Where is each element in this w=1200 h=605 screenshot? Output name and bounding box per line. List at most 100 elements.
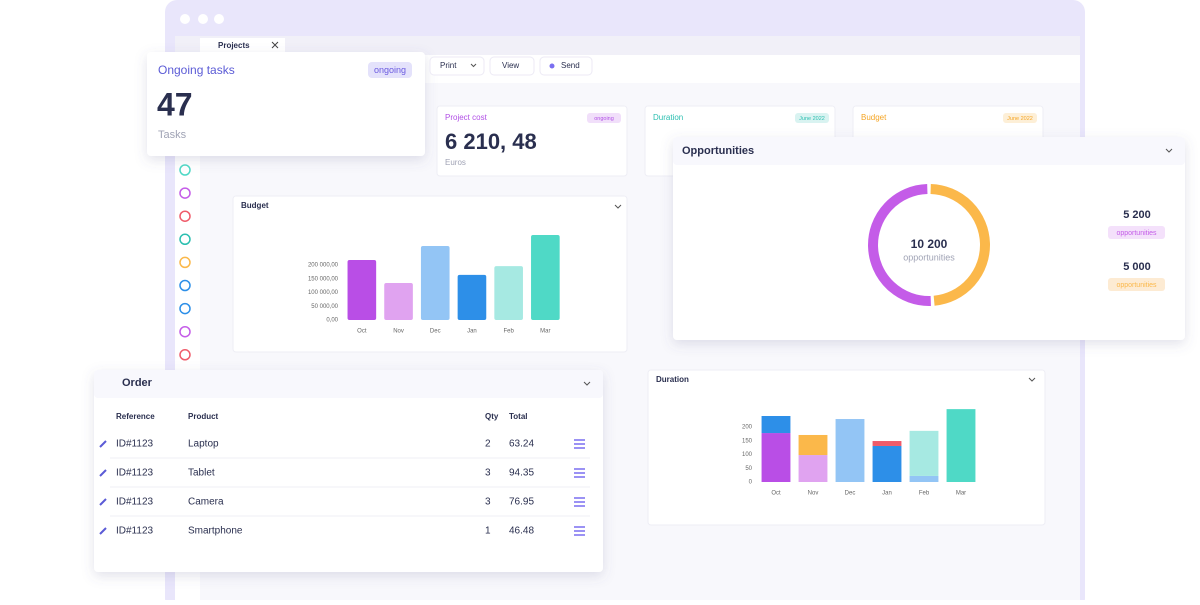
task-count: 47 xyxy=(157,86,193,122)
x-tick-label: Jan xyxy=(882,491,892,497)
chevron[interactable] xyxy=(614,204,622,209)
bar-segment xyxy=(946,409,976,482)
badge xyxy=(1108,278,1165,291)
badge xyxy=(1108,226,1165,239)
donut-segment xyxy=(868,184,931,306)
y-tick-label: 100 000,00 xyxy=(308,290,339,296)
edit-icon[interactable] xyxy=(99,527,107,535)
bar xyxy=(347,260,377,320)
edit-icon[interactable] xyxy=(99,440,107,448)
badge xyxy=(587,113,621,123)
badge xyxy=(795,113,829,123)
tab-close[interactable] xyxy=(271,41,279,49)
cell: 46.48 xyxy=(509,526,534,537)
edit-icon[interactable] xyxy=(99,498,107,506)
value-label: 5 200 xyxy=(1123,209,1151,221)
cell: 1 xyxy=(485,526,491,537)
edit-icon[interactable] xyxy=(99,469,107,477)
y-tick-label: 100 xyxy=(742,452,753,458)
toolbar-label[interactable]: Send xyxy=(561,61,580,70)
badge-text: June 2022 xyxy=(1007,116,1033,122)
x-tick-label: Oct xyxy=(771,491,781,497)
x-tick-label: Oct xyxy=(357,329,367,335)
kpi-title: Project cost xyxy=(445,113,488,122)
donut-caption: opportunities xyxy=(903,252,955,262)
cell: ID#1123 xyxy=(116,526,154,537)
window-dot xyxy=(180,14,190,24)
chevron[interactable] xyxy=(1165,148,1173,153)
badge-text: ongoing xyxy=(594,116,614,122)
menu-icon[interactable] xyxy=(574,526,585,536)
bar-segment xyxy=(761,416,791,434)
tab[interactable] xyxy=(200,38,285,55)
send-icon xyxy=(549,63,555,69)
sidebar-icon[interactable] xyxy=(179,187,191,199)
badge-text: June 2022 xyxy=(799,116,825,122)
menu-icon[interactable] xyxy=(574,468,585,478)
x-tick-label: Feb xyxy=(919,491,930,497)
cell: ID#1123 xyxy=(116,497,154,508)
bar-segment xyxy=(798,455,828,482)
y-tick-label: 150 000,00 xyxy=(308,276,339,282)
chevron[interactable] xyxy=(1028,377,1036,382)
card-title: Opportunities xyxy=(682,145,754,157)
sidebar-icon[interactable] xyxy=(179,279,191,292)
kpi-title: Budget xyxy=(861,113,887,122)
bar-segment xyxy=(835,419,865,482)
tab-title[interactable]: Projects xyxy=(218,41,250,50)
menu-icon[interactable] xyxy=(574,439,585,449)
bar-segment xyxy=(909,430,939,476)
bar-segment xyxy=(798,434,828,456)
menu-icon[interactable] xyxy=(574,497,585,507)
toolbar-button[interactable] xyxy=(429,56,485,76)
sidebar-icon[interactable] xyxy=(179,302,191,315)
sidebar-icon[interactable] xyxy=(179,164,191,176)
bar-segment xyxy=(872,441,902,446)
bar-segment xyxy=(909,475,939,482)
column-header: Product xyxy=(188,412,219,421)
cell: 2 xyxy=(485,439,491,450)
dropdown-icon[interactable] xyxy=(470,63,477,68)
cell: Laptop xyxy=(188,439,219,450)
sidebar-icon[interactable] xyxy=(179,325,191,338)
card-header xyxy=(94,370,603,398)
cell: 3 xyxy=(485,468,491,479)
sidebar-icon[interactable] xyxy=(179,233,191,246)
toolbar-label[interactable]: Print xyxy=(440,61,457,70)
bar xyxy=(384,283,413,320)
x-tick-label: Dec xyxy=(845,491,856,497)
sidebar-icon[interactable] xyxy=(179,349,191,361)
x-tick-label: Dec xyxy=(430,329,441,335)
bar-segment xyxy=(872,445,902,482)
y-tick-label: 0 xyxy=(749,480,753,486)
cell: 3 xyxy=(485,497,491,508)
x-tick-label: Jan xyxy=(467,329,477,335)
sidebar-icon[interactable] xyxy=(179,210,191,222)
value-label: 5 000 xyxy=(1123,261,1151,273)
bar xyxy=(457,274,487,320)
y-tick-label: 50 000,00 xyxy=(311,304,338,310)
y-tick-label: 0,00 xyxy=(326,318,338,324)
cell: 63.24 xyxy=(509,439,534,450)
bar xyxy=(420,246,450,320)
toolbar-button[interactable] xyxy=(489,56,535,76)
x-tick-label: Nov xyxy=(393,329,404,335)
toolbar-button[interactable] xyxy=(539,56,593,76)
order-card xyxy=(94,370,603,572)
window-dot xyxy=(214,14,224,24)
badge-text: opportunities xyxy=(1116,282,1157,289)
bar xyxy=(531,235,560,320)
bar-segment xyxy=(761,433,791,482)
donut-total: 10 200 xyxy=(911,237,948,251)
card-title: Budget xyxy=(241,201,269,210)
cell: Camera xyxy=(188,497,224,508)
cell: Smartphone xyxy=(188,526,243,537)
chevron[interactable] xyxy=(583,381,591,386)
card-title: Duration xyxy=(656,375,689,384)
badge-text: ongoing xyxy=(374,65,406,75)
sidebar-icon[interactable] xyxy=(179,256,191,269)
x-tick-label: Feb xyxy=(503,329,514,335)
toolbar-label[interactable]: View xyxy=(502,61,519,70)
cell: ID#1123 xyxy=(116,468,154,479)
